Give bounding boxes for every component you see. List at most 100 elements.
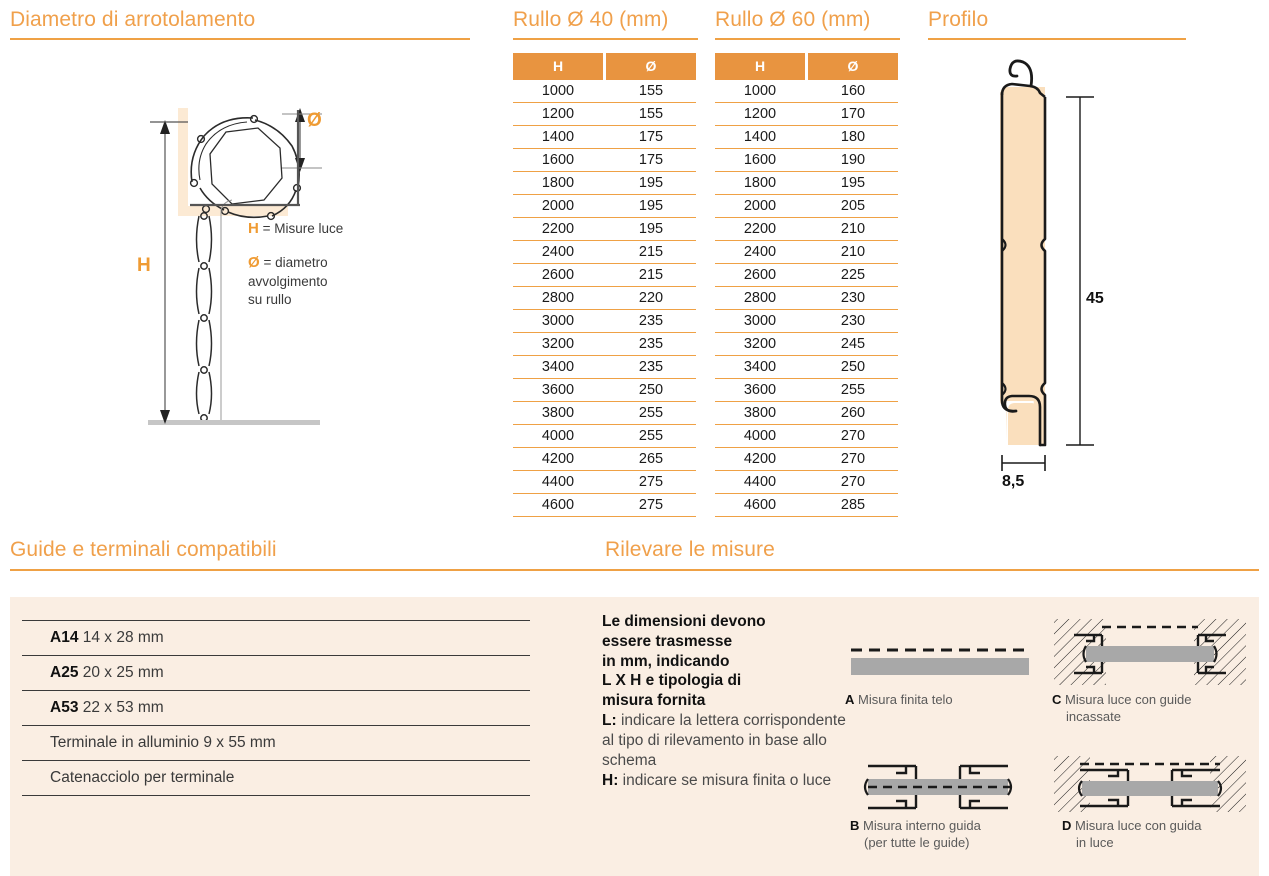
rullo60-h-value: 4200 — [743, 451, 777, 467]
rullo60-diameter-value: 210 — [840, 244, 866, 260]
rullo40-h-value: 2200 — [541, 221, 575, 237]
rullo60-h-value: 2600 — [743, 267, 777, 283]
table-60-header-h: H — [715, 53, 805, 80]
legend-diameter-l1: = diametro — [263, 255, 328, 270]
rullo40-diameter-value: 175 — [638, 152, 664, 168]
rullo40-h-value: 2600 — [541, 267, 575, 283]
table-row: 4600 275 — [513, 494, 696, 517]
rullo60-h-value: 1200 — [743, 106, 777, 122]
caption-c-line1: Misura luce con guide — [1065, 692, 1192, 707]
rullo60-h-value: 1600 — [743, 152, 777, 168]
rullo40-h-value: 1200 — [541, 106, 575, 122]
rullo60-h-value: 1400 — [743, 129, 777, 145]
rullo60-diameter-value: 225 — [840, 267, 866, 283]
rullo40-diameter-value: 195 — [638, 221, 664, 237]
caption-a-line1: Misura finita telo — [858, 692, 953, 707]
rullo40-diameter-value: 265 — [638, 451, 664, 467]
heading-rullo60: Rullo Ø 60 (mm) — [715, 8, 871, 31]
rule-diametro — [10, 38, 470, 40]
rullo40-h-value: 2000 — [541, 198, 575, 214]
rullo60-diameter-value: 270 — [840, 474, 866, 490]
caption-b-letter: B — [850, 818, 860, 833]
diagram-b — [838, 758, 1038, 820]
table-row: 1200 155 — [513, 103, 696, 126]
rullo40-diameter-value: 195 — [638, 198, 664, 214]
table-row: 4000 270 — [715, 425, 898, 448]
rule-rullo40 — [513, 38, 698, 40]
rullo60-h-value: 3400 — [743, 359, 777, 375]
misure-bold-4: L X H e tipologia di — [602, 672, 742, 690]
rullo40-diameter-value: 155 — [638, 106, 664, 122]
misure-bold-2: essere trasmesse — [602, 632, 733, 650]
table-row: 3400 250 — [715, 356, 898, 379]
rullo40-diameter-value: 275 — [638, 474, 664, 490]
rule-profilo — [928, 38, 1186, 40]
rullo40-diameter-value: 175 — [638, 129, 664, 145]
table-row: 1800 195 — [513, 172, 696, 195]
profile-diagram: 45 8,5 — [928, 55, 1228, 495]
guide-code: A53 — [50, 699, 79, 716]
rullo40-h-value: 1400 — [541, 129, 575, 145]
legend-diameter-symbol: Ø — [248, 254, 260, 271]
rullo40-diameter-value: 220 — [638, 290, 664, 306]
rullo40-h-value: 2400 — [541, 244, 575, 260]
misure-h-line: H: indicare se misura finita o luce — [602, 771, 847, 791]
rullo40-diameter-value: 250 — [638, 382, 664, 398]
table-row: 4400 270 — [715, 471, 898, 494]
rullo40-diameter-value: 255 — [638, 405, 664, 421]
misure-instructions: Le dimensioni devono essere trasmesse in… — [602, 612, 847, 790]
legend-diameter-l3: su rullo — [248, 292, 292, 308]
misure-bold-1: Le dimensioni devono — [602, 613, 766, 630]
bottom-panel-background — [10, 597, 1259, 876]
heading-rullo40: Rullo Ø 40 (mm) — [513, 8, 669, 31]
table-row: 3600 250 — [513, 379, 696, 402]
rullo40-h-value: 1600 — [541, 152, 575, 168]
table-row: 2600 215 — [513, 264, 696, 287]
table-row: 3800 255 — [513, 402, 696, 425]
legend-diameter-l2: avvolgimento — [248, 274, 328, 290]
caption-d: D Misura luce con guida in luce — [1062, 818, 1201, 852]
guide-list-item: Catenacciolo per terminale — [22, 760, 530, 796]
guide-list-item: Terminale in alluminio 9 x 55 mm — [22, 725, 530, 760]
rullo60-h-value: 3800 — [743, 405, 777, 421]
table-row: 4400 275 — [513, 471, 696, 494]
caption-a: A Misura finita telo — [845, 692, 953, 709]
table-row: 1800 195 — [715, 172, 898, 195]
heading-rilevare: Rilevare le misure — [605, 538, 775, 561]
table-row: 2400 215 — [513, 241, 696, 264]
rullo60-diameter-value: 270 — [840, 428, 866, 444]
table-row: 3000 235 — [513, 310, 696, 333]
table-row: 1000 155 — [513, 80, 696, 103]
rullo60-diameter-value: 260 — [840, 405, 866, 421]
table-row: 2200 195 — [513, 218, 696, 241]
misure-h-label: H: — [602, 771, 619, 789]
misure-l-text: indicare la lettera corrispondente al ti… — [602, 712, 846, 769]
profile-height-label: 45 — [1086, 290, 1104, 307]
rullo60-diameter-value: 230 — [840, 290, 866, 306]
diagram-c — [1050, 615, 1250, 693]
rullo40-diameter-value: 235 — [638, 359, 664, 375]
rullo60-diameter-value: 230 — [840, 313, 866, 329]
misure-l-line: L: indicare la lettera corrispondente al… — [602, 711, 847, 770]
legend-h-text: = Misure luce — [262, 221, 344, 236]
rullo40-diameter-value: 235 — [638, 336, 664, 352]
caption-d-line2: in luce — [1076, 834, 1114, 850]
table-row: 4200 270 — [715, 448, 898, 471]
rullo60-h-value: 2000 — [743, 198, 777, 214]
guide-code: A14 — [50, 629, 79, 646]
rullo60-h-value: 4600 — [743, 497, 777, 513]
rullo40-diameter-value: 275 — [638, 497, 664, 513]
table-row: 1000 160 — [715, 80, 898, 103]
caption-c-letter: C — [1052, 692, 1062, 707]
table-row: 2800 230 — [715, 287, 898, 310]
diameter-dimension-label: Ø — [307, 110, 322, 131]
rullo60-h-value: 3600 — [743, 382, 777, 398]
table-60-body: 1000 160 1200 170 1400 180 1600 190 1800 195 2000 2… — [715, 80, 898, 517]
diagram-a — [845, 640, 1035, 690]
rullo40-h-value: 4600 — [541, 497, 575, 513]
rullo60-diameter-value: 170 — [840, 106, 866, 122]
table-row: 3200 235 — [513, 333, 696, 356]
rule-rullo60 — [715, 38, 900, 40]
rullo40-diameter-value: 255 — [638, 428, 664, 444]
